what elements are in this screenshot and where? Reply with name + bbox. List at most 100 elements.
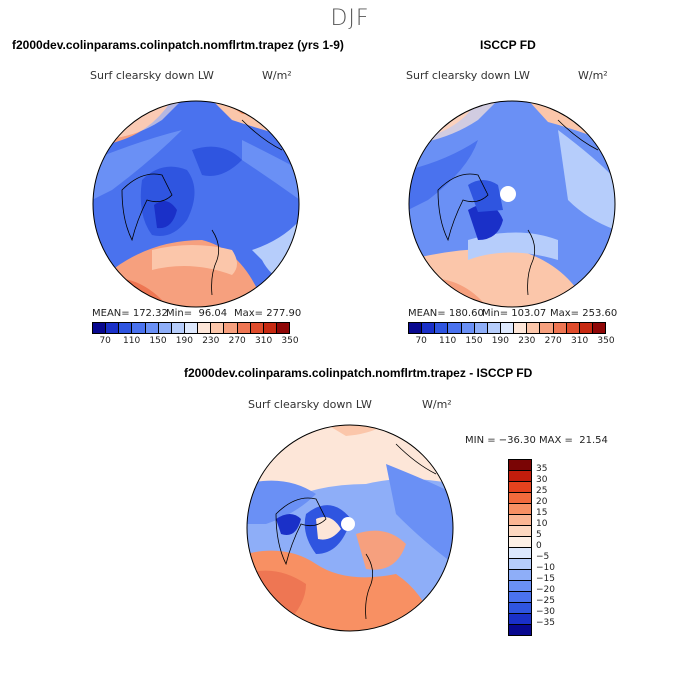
colorbar-swatch <box>500 323 515 333</box>
colorbar-tick-label: 5 <box>536 530 542 540</box>
panel-3-map <box>246 424 454 632</box>
colorbar-tick-label: 350 <box>281 336 299 346</box>
colorbar-tick-label: 190 <box>491 336 509 346</box>
panel-1-colorbar-ticks: 70 110 150 190 230 270 310 350 <box>92 336 298 350</box>
colorbar-tick-label: −30 <box>536 607 555 617</box>
colorbar-swatch <box>592 323 606 333</box>
panel-1-mean: MEAN= 172.32 <box>92 308 168 319</box>
panel-1-min: Min= 96.04 <box>166 308 228 319</box>
colorbar-swatch <box>250 323 264 333</box>
colorbar-swatch <box>566 323 580 333</box>
colorbar-swatch <box>509 581 531 592</box>
colorbar-tick-label: 30 <box>536 475 548 485</box>
colorbar-tick-label: −10 <box>536 563 555 573</box>
colorbar-swatch <box>224 323 238 333</box>
colorbar-swatch <box>553 323 567 333</box>
colorbar-swatch <box>409 323 423 333</box>
colorbar-swatch <box>509 603 531 614</box>
colorbar-tick-label: 310 <box>255 336 273 346</box>
colorbar-swatch <box>211 323 225 333</box>
colorbar-tick-label: 25 <box>536 486 548 496</box>
colorbar-tick-label: 270 <box>228 336 246 346</box>
colorbar-swatch <box>527 323 541 333</box>
colorbar-swatch <box>509 493 531 504</box>
colorbar-swatch <box>474 323 488 333</box>
panel-3-variable: Surf clearsky down LW <box>248 398 372 411</box>
colorbar-swatch <box>132 323 146 333</box>
panel-1-variable: Surf clearsky down LW <box>90 69 214 82</box>
panel-2-mean: MEAN= 180.60 <box>408 308 484 319</box>
colorbar-swatch <box>276 323 290 333</box>
colorbar-tick-label: 310 <box>571 336 589 346</box>
colorbar-swatch <box>509 559 531 570</box>
colorbar-swatch <box>509 537 531 548</box>
colorbar-swatch <box>198 323 212 333</box>
colorbar-tick-label: 20 <box>536 497 548 507</box>
panel-2-max: Max= 253.60 <box>550 308 618 319</box>
colorbar-swatch <box>509 482 531 493</box>
colorbar-tick-label: −15 <box>536 574 555 584</box>
colorbar-swatch <box>509 515 531 526</box>
colorbar-tick-label: 0 <box>536 541 542 551</box>
season-title: DJF <box>330 6 370 31</box>
colorbar-swatch <box>509 592 531 603</box>
colorbar-swatch <box>145 323 159 333</box>
panel-1-units: W/m² <box>262 69 292 82</box>
panel-2-map <box>408 100 616 308</box>
colorbar-tick-label: 230 <box>518 336 536 346</box>
colorbar-swatch <box>184 323 199 333</box>
colorbar-swatch <box>579 323 593 333</box>
colorbar-swatch <box>171 323 185 333</box>
colorbar-tick-label: 270 <box>544 336 562 346</box>
colorbar-swatch <box>509 570 531 581</box>
colorbar-tick-label: 350 <box>597 336 615 346</box>
colorbar-swatch <box>263 323 277 333</box>
panel-3-title: f2000dev.colinparams.colinpatch.nomflrtm… <box>184 366 533 380</box>
colorbar-tick-label: 110 <box>439 336 457 346</box>
colorbar-swatch <box>509 460 531 471</box>
colorbar-swatch <box>93 323 107 333</box>
colorbar-tick-label: 230 <box>202 336 220 346</box>
panel-2-title: ISCCP FD <box>480 38 536 52</box>
colorbar-swatch <box>509 526 531 537</box>
colorbar-swatch <box>509 614 531 625</box>
panel-1-max: Max= 277.90 <box>234 308 302 319</box>
colorbar-swatch <box>435 323 449 333</box>
colorbar-tick-label: −25 <box>536 596 555 606</box>
colorbar-swatch <box>448 323 462 333</box>
panel-1-colorbar <box>92 322 290 334</box>
colorbar-tick-label: 110 <box>123 336 141 346</box>
colorbar-swatch <box>509 548 531 559</box>
colorbar-tick-label: 70 <box>99 336 111 346</box>
colorbar-tick-label: 150 <box>465 336 483 346</box>
panel-1-title: f2000dev.colinparams.colinpatch.nomflrtm… <box>12 38 344 52</box>
colorbar-tick-label: 70 <box>415 336 427 346</box>
panel-2-variable: Surf clearsky down LW <box>406 69 530 82</box>
colorbar-swatch <box>237 323 251 333</box>
panel-2-colorbar <box>408 322 606 334</box>
colorbar-tick-label: 150 <box>149 336 167 346</box>
colorbar-tick-label: 15 <box>536 508 548 518</box>
panel-3-colorbar <box>508 459 532 636</box>
panel-2-min: Min= 103.07 <box>482 308 547 319</box>
colorbar-swatch <box>119 323 133 333</box>
colorbar-tick-label: 35 <box>536 464 548 474</box>
colorbar-tick-label: −20 <box>536 585 555 595</box>
colorbar-swatch <box>422 323 436 333</box>
panel-2-colorbar-ticks: 70 110 150 190 230 270 310 350 <box>408 336 614 350</box>
colorbar-swatch <box>461 323 475 333</box>
colorbar-swatch <box>509 625 531 635</box>
colorbar-swatch <box>514 323 528 333</box>
colorbar-tick-label: 190 <box>175 336 193 346</box>
colorbar-swatch <box>158 323 172 333</box>
colorbar-tick-label: 10 <box>536 519 548 529</box>
colorbar-tick-label: −5 <box>536 552 550 562</box>
panel-3-colorbar-ticks: 35 30 25 20 15 10 5 0 −5 −10 −15 −20 −25 −30 −35 <box>536 459 566 628</box>
colorbar-swatch <box>540 323 554 333</box>
panel-1-map <box>92 100 300 308</box>
colorbar-swatch <box>487 323 501 333</box>
colorbar-swatch <box>106 323 120 333</box>
panel-2-units: W/m² <box>578 69 608 82</box>
colorbar-tick-label: −35 <box>536 618 555 628</box>
colorbar-swatch <box>509 504 531 515</box>
